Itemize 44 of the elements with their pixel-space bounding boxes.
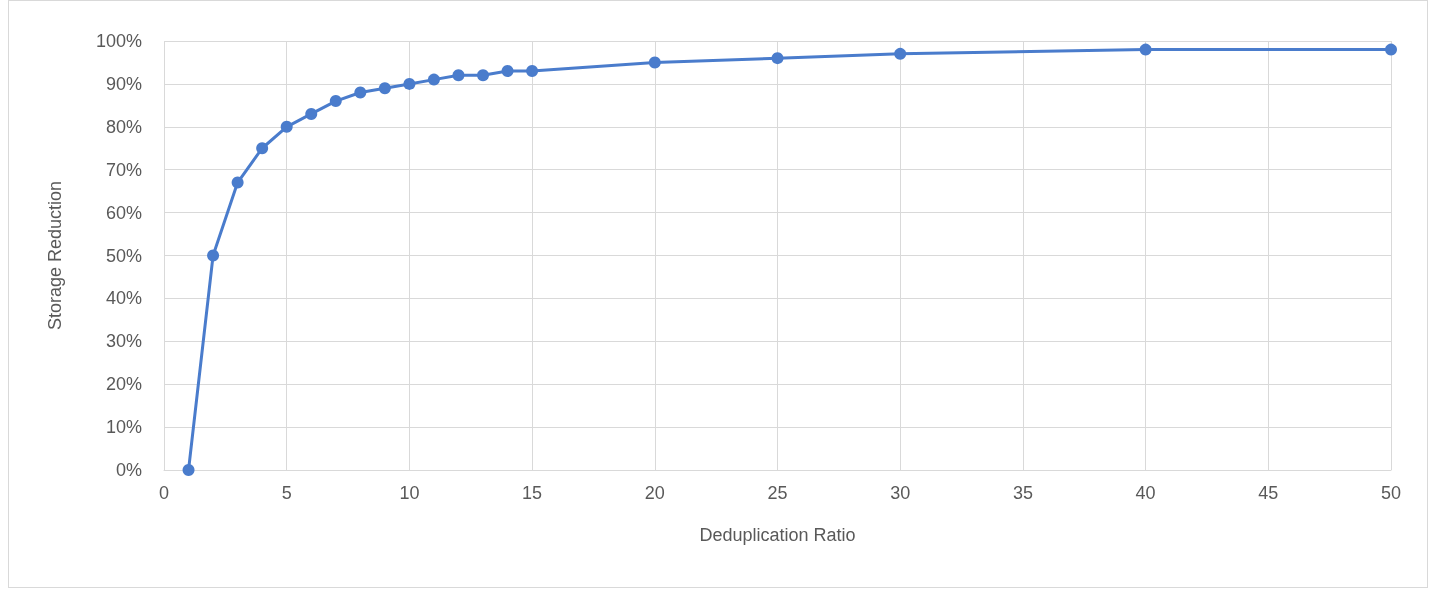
y-tick-label: 10%: [105, 417, 142, 438]
point: [256, 142, 269, 155]
point: [477, 69, 490, 82]
point: [1385, 43, 1397, 56]
y-tick-label: 90%: [105, 73, 142, 94]
y-tick-label: 50%: [105, 245, 142, 266]
x-tick-label: 5: [281, 483, 292, 503]
point: [280, 120, 293, 133]
point: [501, 65, 514, 78]
point: [771, 52, 784, 65]
point: [452, 69, 465, 82]
x-tick-label: 35: [1012, 483, 1033, 503]
x-tick-label: 40: [1135, 483, 1156, 503]
point: [378, 82, 391, 95]
y-tick-label: 30%: [105, 331, 142, 352]
y-tick-label: 70%: [105, 159, 142, 180]
point: [894, 47, 907, 60]
point: [1139, 43, 1152, 56]
point: [526, 65, 539, 78]
x-tick-label: 10: [399, 483, 420, 503]
y-tick-label: 40%: [105, 288, 142, 309]
point: [329, 95, 342, 108]
y-tick-label: 20%: [105, 374, 142, 395]
x-tick-label: 0: [158, 483, 170, 503]
x-tick-label: 15: [522, 483, 543, 503]
point: [427, 73, 440, 86]
point: [354, 86, 367, 99]
x-axis-title: Deduplication Ratio: [699, 525, 856, 545]
point: [403, 77, 416, 90]
point: [305, 107, 318, 120]
x-tick-label: 45: [1258, 483, 1279, 503]
y-tick-label: 100%: [95, 31, 142, 51]
x-tick-label: 30: [890, 483, 911, 503]
point: [207, 249, 220, 262]
y-tick-label: 0%: [115, 460, 142, 480]
y-tick-label: 60%: [105, 202, 142, 223]
x-tick-label: 50: [1380, 483, 1402, 503]
x-tick-label: 20: [644, 483, 665, 503]
y-axis-title: Storage Reduction: [45, 180, 65, 331]
point: [648, 56, 661, 69]
y-tick-label: 80%: [105, 116, 142, 137]
x-tick-label: 25: [767, 483, 788, 503]
point: [182, 464, 195, 476]
point: [231, 176, 244, 189]
